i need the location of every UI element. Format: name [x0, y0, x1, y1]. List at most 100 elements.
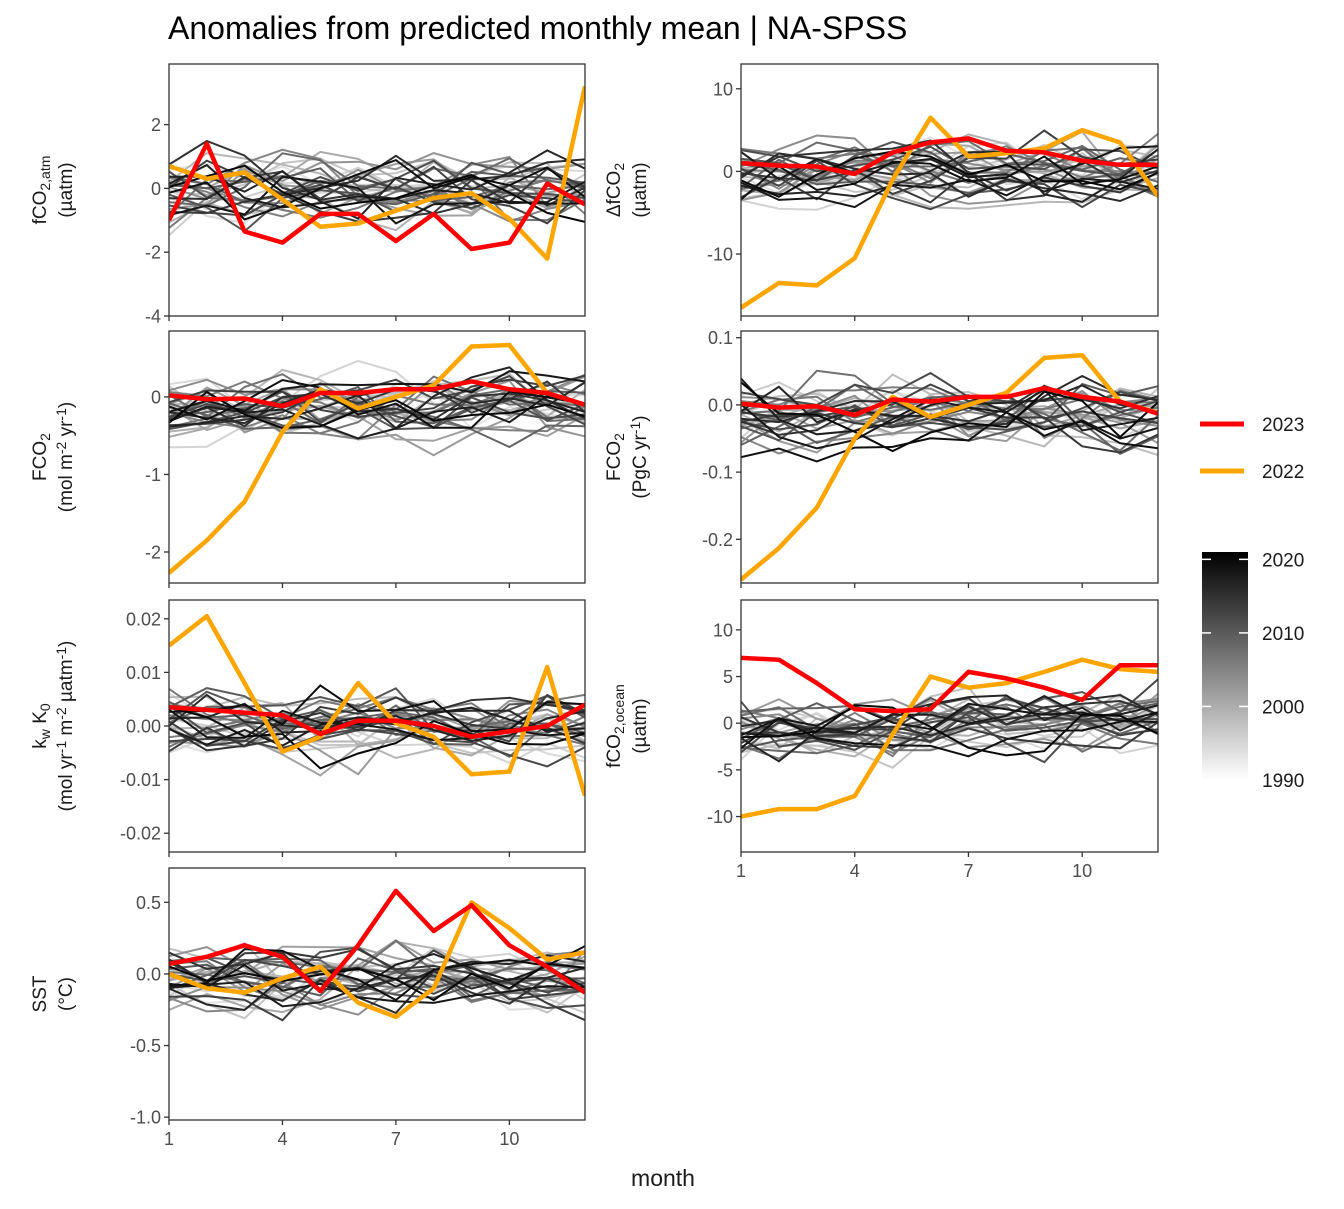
year-line: [169, 374, 585, 418]
year-line: [741, 383, 1158, 452]
year-line: [741, 129, 1158, 201]
x-tick-label: 10: [499, 1129, 519, 1149]
y-tick-label: -4: [145, 307, 161, 327]
year-line: [169, 952, 585, 1008]
colorbar-label: 1990: [1262, 771, 1304, 792]
y-tick-label: -1.0: [130, 1108, 161, 1128]
year-line: [741, 130, 1158, 196]
y-axis-title: (mol yr-1 m-2 µatm-1): [53, 641, 77, 812]
panel-border: [740, 63, 1159, 317]
year-line: [169, 380, 585, 427]
y-axis-title: (°C): [56, 977, 77, 1011]
year-line: [741, 694, 1158, 763]
year-line: [741, 148, 1158, 203]
series-line-2022: [169, 613, 585, 797]
year-line: [169, 948, 585, 1022]
year-line: [741, 151, 1158, 193]
panel-border: [168, 867, 586, 1121]
y-tick-label: 0.1: [708, 328, 733, 348]
year-line: [169, 706, 585, 770]
year-line: [169, 378, 585, 429]
y-axis-title: FCO2: [604, 433, 627, 481]
year-line: [169, 380, 585, 433]
year-line: [169, 163, 585, 209]
panel-fco2_flux_area: 0 -1 -2 FCO2(mol m-2 yr-1): [30, 330, 586, 588]
year-line: [169, 956, 585, 998]
year-line: [741, 693, 1158, 755]
y-axis-title: SST: [30, 975, 51, 1012]
y-axis-title: fCO2,ocean: [604, 684, 627, 768]
year-line: [741, 711, 1158, 758]
year-line: [169, 164, 585, 223]
series-line-2022: [741, 352, 1158, 582]
year-line: [741, 139, 1158, 202]
legend-label: 2023: [1262, 415, 1304, 436]
colorbar-label: 2010: [1262, 624, 1304, 645]
panel-border: [168, 63, 586, 317]
year-line: [741, 694, 1158, 737]
year-line: [741, 704, 1158, 757]
panel-border: [740, 330, 1159, 584]
y-tick-label: 0.0: [708, 395, 733, 415]
series-line-2022: [741, 657, 1158, 819]
series-line-2022: [741, 115, 1158, 310]
y-tick-label: 10: [713, 79, 733, 99]
y-tick-label: 0: [151, 387, 161, 407]
y-tick-label: -1: [145, 465, 161, 485]
x-axis-title: month: [631, 1165, 695, 1191]
series-line-2023: [741, 655, 1158, 714]
series-line-2022: [169, 85, 585, 261]
y-tick-label: 10: [713, 620, 733, 640]
year-line: [169, 152, 585, 201]
year-line: [741, 382, 1158, 444]
y-axis-title: kw K0: [30, 703, 53, 749]
year-line: [169, 962, 585, 1002]
background-year-lines: [741, 369, 1158, 463]
x-tick-label: 4: [277, 1129, 287, 1149]
year-line: [741, 381, 1158, 453]
y-axis-title: fCO2,atm: [30, 156, 53, 225]
y-tick-label: -2: [145, 243, 161, 263]
background-year-lines: [741, 678, 1158, 769]
y-tick-label: -0.2: [702, 530, 733, 550]
y-tick-label: -10: [707, 245, 733, 265]
x-tick-label: 4: [850, 861, 860, 881]
panel-kwk0: 0.02 0.01 0.00 -0.01 -0.02 kw K0(mol yr-1 m-2…: [30, 599, 586, 857]
series-line-2023: [741, 385, 1158, 418]
colorbar-label: 2000: [1262, 697, 1304, 718]
year-line: [169, 694, 585, 749]
y-axis-title: (mol m-2 yr-1): [53, 402, 77, 512]
year-line: [741, 150, 1158, 198]
panel-fco2_flux_total: 0.1 0.0 -0.1 -0.2 FCO2 (PgC yr-1): [604, 328, 1159, 588]
y-tick-label: 0: [151, 179, 161, 199]
y-tick-label: -10: [707, 807, 733, 827]
year-line: [169, 965, 585, 1011]
year-line: [169, 951, 585, 1005]
y-tick-label: 0: [723, 714, 733, 734]
year-line: [741, 170, 1158, 204]
y-axis-title: (µatm): [630, 698, 651, 753]
x-tick-label: 7: [963, 861, 973, 881]
y-axis-title: (µatm): [630, 162, 651, 217]
legend-label: 2022: [1262, 462, 1304, 483]
year-line: [741, 706, 1158, 753]
year-line: [169, 687, 585, 738]
x-tick-label: 10: [1072, 861, 1092, 881]
y-tick-label: 0.5: [136, 893, 161, 913]
y-tick-label: 2: [151, 115, 161, 135]
y-tick-label: 0.02: [126, 609, 161, 629]
legend: 2023 2022 2020 2010 2000 1990: [1200, 415, 1304, 792]
y-tick-label: 0.01: [126, 663, 161, 683]
series-line-2022: [169, 900, 585, 1020]
panel-fco2atm: 2 0 -2 -4 fCO2,atm (µatm): [30, 63, 586, 327]
year-line: [169, 399, 585, 431]
y-tick-label: -0.5: [130, 1036, 161, 1056]
series-line-2023: [169, 888, 585, 995]
panel-fco2ocean: 10 5 0 -5 -10 1 4 7 10 fCO2,ocean (µatm): [604, 599, 1159, 881]
series-line-2023: [741, 136, 1158, 177]
x-tick-label: 7: [391, 1129, 401, 1149]
y-tick-label: 5: [723, 667, 733, 687]
year-line: [169, 139, 585, 215]
